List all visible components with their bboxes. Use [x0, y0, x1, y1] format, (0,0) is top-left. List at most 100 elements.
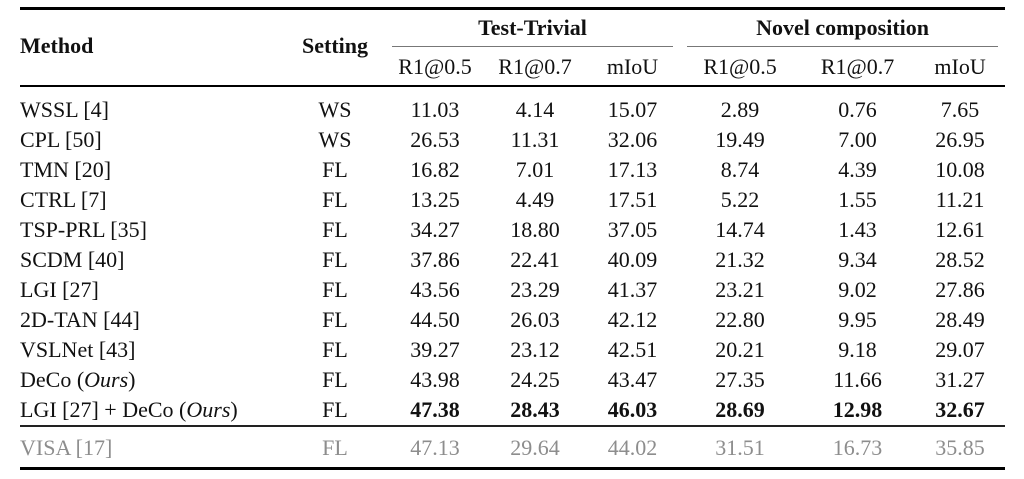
setting-cell: FL: [322, 187, 348, 212]
table-row: TMN [20] FL 16.82 7.01 17.13 8.74 4.39 10.08: [20, 155, 1005, 185]
method-cell: LGI [27]: [20, 277, 99, 302]
value-cell: 23.21: [715, 277, 765, 302]
paper-page: Method Setting Test-Trivial Novel compos…: [0, 7, 1024, 479]
value-cell: 5.22: [720, 187, 760, 212]
value-cell: 19.49: [715, 127, 765, 152]
table-header: Method Setting Test-Trivial Novel compos…: [20, 8, 1006, 87]
cmidrule-test-trivial: [392, 46, 674, 47]
subheader-miou-trivial: mIoU: [585, 48, 681, 87]
value-cell: 7.00: [838, 127, 877, 152]
value-cell: 42.51: [607, 337, 658, 362]
value-cell: 13.25: [410, 187, 460, 212]
method-cell: SCDM [40]: [20, 247, 125, 272]
value-cell: 47.38: [410, 397, 460, 422]
value-cell: 11.66: [833, 367, 882, 392]
value-cell: 2.89: [720, 97, 760, 122]
value-cell: 28.69: [715, 397, 765, 422]
method-cell: VSLNet [43]: [20, 337, 136, 362]
value-cell: 35.85: [915, 425, 1006, 469]
value-cell: 23.29: [510, 277, 560, 302]
group-header-test-trivial: Test-Trivial: [385, 9, 680, 49]
method-cell: CTRL [7]: [20, 187, 107, 212]
value-cell: 11.21: [935, 187, 985, 212]
value-cell: 44.50: [410, 307, 460, 332]
group-label-test-trivial: Test-Trivial: [478, 15, 587, 40]
value-cell: 41.37: [607, 277, 658, 302]
table-row: LGI [27] FL 43.56 23.29 41.37 23.21 9.02 27.86: [20, 275, 1005, 305]
value-cell: 22.80: [715, 307, 765, 332]
value-cell: 29.07: [935, 337, 985, 362]
value-cell: 9.02: [838, 277, 877, 302]
value-cell: 20.21: [715, 337, 765, 362]
setting-cell: WS: [318, 127, 352, 152]
value-cell: 34.27: [410, 217, 460, 242]
value-cell: 4.49: [515, 187, 555, 212]
subheader-r1-05-novel: R1@0.5: [680, 48, 801, 87]
value-cell: 0.76: [838, 97, 877, 122]
cmidrule-novel-composition: [687, 46, 999, 47]
table-row: WSSL [4] WS 11.03 4.14 15.07 2.89 0.76 7.65: [20, 86, 1005, 125]
table-row: SCDM [40] FL 37.86 22.41 40.09 21.32 9.34 28.52: [20, 245, 1005, 275]
method-cell: TMN [20]: [20, 157, 112, 182]
results-table: Method Setting Test-Trivial Novel compos…: [20, 7, 1006, 470]
value-cell: 12.61: [935, 217, 985, 242]
value-cell: 12.98: [832, 397, 883, 422]
table-row: VISA [17] FL 47.13 29.64 44.02 31.51 16.73 35.8…: [20, 425, 1006, 469]
method-cell: DeCo (Ours): [20, 367, 136, 392]
value-cell: 21.32: [715, 247, 765, 272]
value-cell: 8.74: [720, 157, 760, 182]
setting-cell: FL: [322, 247, 348, 272]
value-cell: 37.05: [607, 217, 658, 242]
value-cell: 24.25: [510, 367, 560, 392]
method-cell: LGI [27] + DeCo (Ours): [20, 397, 238, 422]
value-cell: 7.01: [515, 157, 555, 182]
table-body: WSSL [4] WS 11.03 4.14 15.07 2.89 0.76 7.65 CPL …: [20, 86, 1006, 469]
header-method: Method: [20, 8, 285, 87]
value-cell: 28.43: [510, 397, 560, 422]
value-cell: 44.02: [585, 425, 681, 469]
value-cell: 17.13: [607, 157, 658, 182]
subheader-r1-07-novel: R1@0.7: [800, 48, 916, 87]
table-row: TSP-PRL [35] FL 34.27 18.80 37.05 14.74 1.43 12…: [20, 215, 1005, 245]
value-cell: 23.12: [510, 337, 560, 362]
value-cell: 14.74: [715, 217, 765, 242]
value-cell: 32.06: [607, 127, 658, 152]
method-cell: TSP-PRL [35]: [20, 217, 147, 242]
value-cell: 22.41: [510, 247, 560, 272]
setting-cell: FL: [322, 277, 348, 302]
value-cell: 27.86: [935, 277, 985, 302]
method-cell: CPL [50]: [20, 127, 102, 152]
setting-cell: FL: [322, 157, 348, 182]
table-row: DeCo (Ours) FL 43.98 24.25 43.47 27.35 11.66 31…: [20, 365, 1005, 395]
group-header-row: Method Setting Test-Trivial Novel compos…: [20, 8, 1005, 87]
value-cell: 26.53: [410, 127, 460, 152]
setting-cell: FL: [322, 307, 348, 332]
value-cell: 7.65: [940, 97, 980, 122]
value-cell: 10.08: [935, 157, 985, 182]
value-cell: 31.51: [680, 425, 801, 469]
method-cell: VISA [17]: [20, 425, 285, 469]
subheader-row: R1@0.5 R1@0.7 mIoU R1@0.5 R1@0.7 mIoU: [20, 48, 1006, 87]
value-cell: 1.55: [838, 187, 877, 212]
setting-cell: FL: [285, 425, 385, 469]
setting-cell: FL: [322, 337, 348, 362]
subheader-miou-novel: mIoU: [915, 48, 1006, 87]
value-cell: 40.09: [607, 247, 658, 272]
value-cell: 26.95: [935, 127, 985, 152]
value-cell: 16.73: [800, 425, 916, 469]
value-cell: 16.82: [410, 157, 460, 182]
value-cell: 43.56: [410, 277, 460, 302]
table-row: LGI [27] + DeCo (Ours) FL 47.38 28.43 46.03 2…: [20, 395, 1005, 426]
value-cell: 37.86: [410, 247, 460, 272]
setting-cell: FL: [322, 367, 348, 392]
value-cell: 1.43: [838, 217, 877, 242]
value-cell: 31.27: [935, 367, 985, 392]
value-cell: 26.03: [510, 307, 560, 332]
subheader-r1-05-trivial: R1@0.5: [385, 48, 485, 87]
group-label-novel-composition: Novel composition: [756, 15, 930, 40]
method-cell: WSSL [4]: [20, 97, 110, 122]
table-row: CTRL [7] FL 13.25 4.49 17.51 5.22 1.55 11.21: [20, 185, 1005, 215]
value-cell: 4.14: [515, 97, 555, 122]
group-header-novel-composition: Novel composition: [680, 9, 1005, 49]
value-cell: 32.67: [935, 397, 985, 422]
